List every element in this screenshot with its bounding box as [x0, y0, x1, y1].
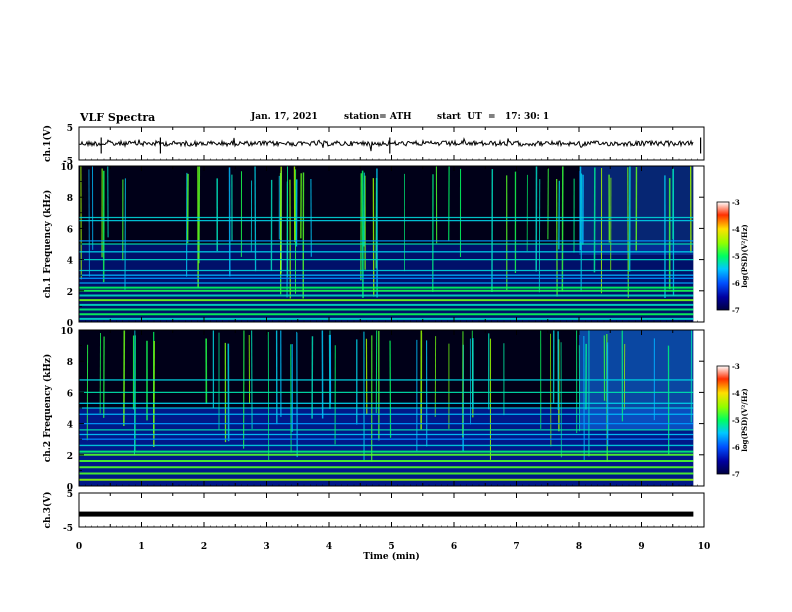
ch2-colorbar-tick: -5: [732, 416, 740, 425]
time-tick-label: 9: [638, 542, 644, 552]
ch2-colorbar-tick: -7: [732, 470, 740, 479]
ch1-colorbar-label: log(PSD)(V²/Hz): [740, 224, 749, 288]
ch2-ytick-label: 2: [67, 452, 73, 462]
date-label: Jan. 17, 2021: [251, 112, 318, 122]
ch2-ylabel: ch.2 Frequency (kHz): [42, 354, 53, 463]
ch2-colorbar-tick: -3: [732, 362, 740, 371]
ch2-colorbar-label: log(PSD)(V²/Hz): [740, 388, 749, 452]
ch3-ytick-top: 5: [67, 490, 73, 500]
no-data-gap: [693, 166, 704, 322]
ch1-ytick-label: 6: [67, 225, 73, 235]
ch1-ytick-label: 0: [67, 319, 73, 329]
ch2-colorbar-tick: -6: [732, 443, 740, 452]
ch2-colorbar-tick: -4: [732, 389, 740, 398]
time-tick-label: 8: [576, 542, 582, 552]
time-tick-label: 4: [326, 542, 332, 552]
ch1-ytick-top: 5: [67, 124, 73, 134]
time-tick-label: 5: [388, 542, 394, 552]
ch1-colorbar-tick: -3: [732, 198, 740, 207]
ch2-ytick-label: 4: [67, 421, 73, 431]
ch1-colorbar-tick: -6: [732, 279, 740, 288]
ch1-ylabel: ch.1(V): [42, 125, 53, 162]
start-time-label: start UT = 17: 30: 1: [437, 112, 550, 122]
ch1-ytick-bottom: -5: [63, 157, 73, 167]
ch2-ytick-label: 0: [67, 483, 73, 493]
ch1-ytick-label: 4: [67, 257, 73, 267]
ch2-colorbar: [716, 365, 730, 475]
no-data-gap: [693, 330, 704, 486]
ch1-ylabel: ch.1 Frequency (kHz): [42, 190, 53, 299]
time-tick-label: 7: [513, 542, 519, 552]
ch1-colorbar-tick: -4: [732, 225, 740, 234]
ch1-colorbar: [716, 201, 730, 311]
ch1-ytick-label: 10: [60, 163, 73, 173]
ch1-ytick-label: 2: [67, 288, 73, 298]
time-tick-label: 3: [263, 542, 269, 552]
station-label: station= ATH: [344, 112, 412, 122]
time-tick-label: 1: [138, 542, 144, 552]
time-tick-label: 2: [201, 542, 207, 552]
plot-title: VLF Spectra: [80, 111, 156, 124]
ch2-ytick-label: 6: [67, 389, 73, 399]
time-axis-label: Time (min): [363, 551, 420, 562]
waveform-ch1-trace: [78, 137, 694, 152]
waveform-ch3-trace: [79, 511, 694, 517]
ch3-ylabel: ch.3(V): [42, 492, 53, 529]
time-tick-label: 10: [698, 542, 711, 552]
ch2-ytick-label: 10: [60, 327, 73, 337]
ch1-ytick-label: 8: [67, 194, 73, 204]
ch3-ytick-bottom: -5: [63, 524, 73, 534]
time-tick-label: 0: [76, 542, 82, 552]
ch1-colorbar-tick: -7: [732, 306, 740, 315]
waveform-ch3-frame: [78, 492, 705, 528]
time-tick-label: 6: [451, 542, 457, 552]
ch2-ytick-label: 8: [67, 358, 73, 368]
ch1-colorbar-tick: -5: [732, 252, 740, 261]
